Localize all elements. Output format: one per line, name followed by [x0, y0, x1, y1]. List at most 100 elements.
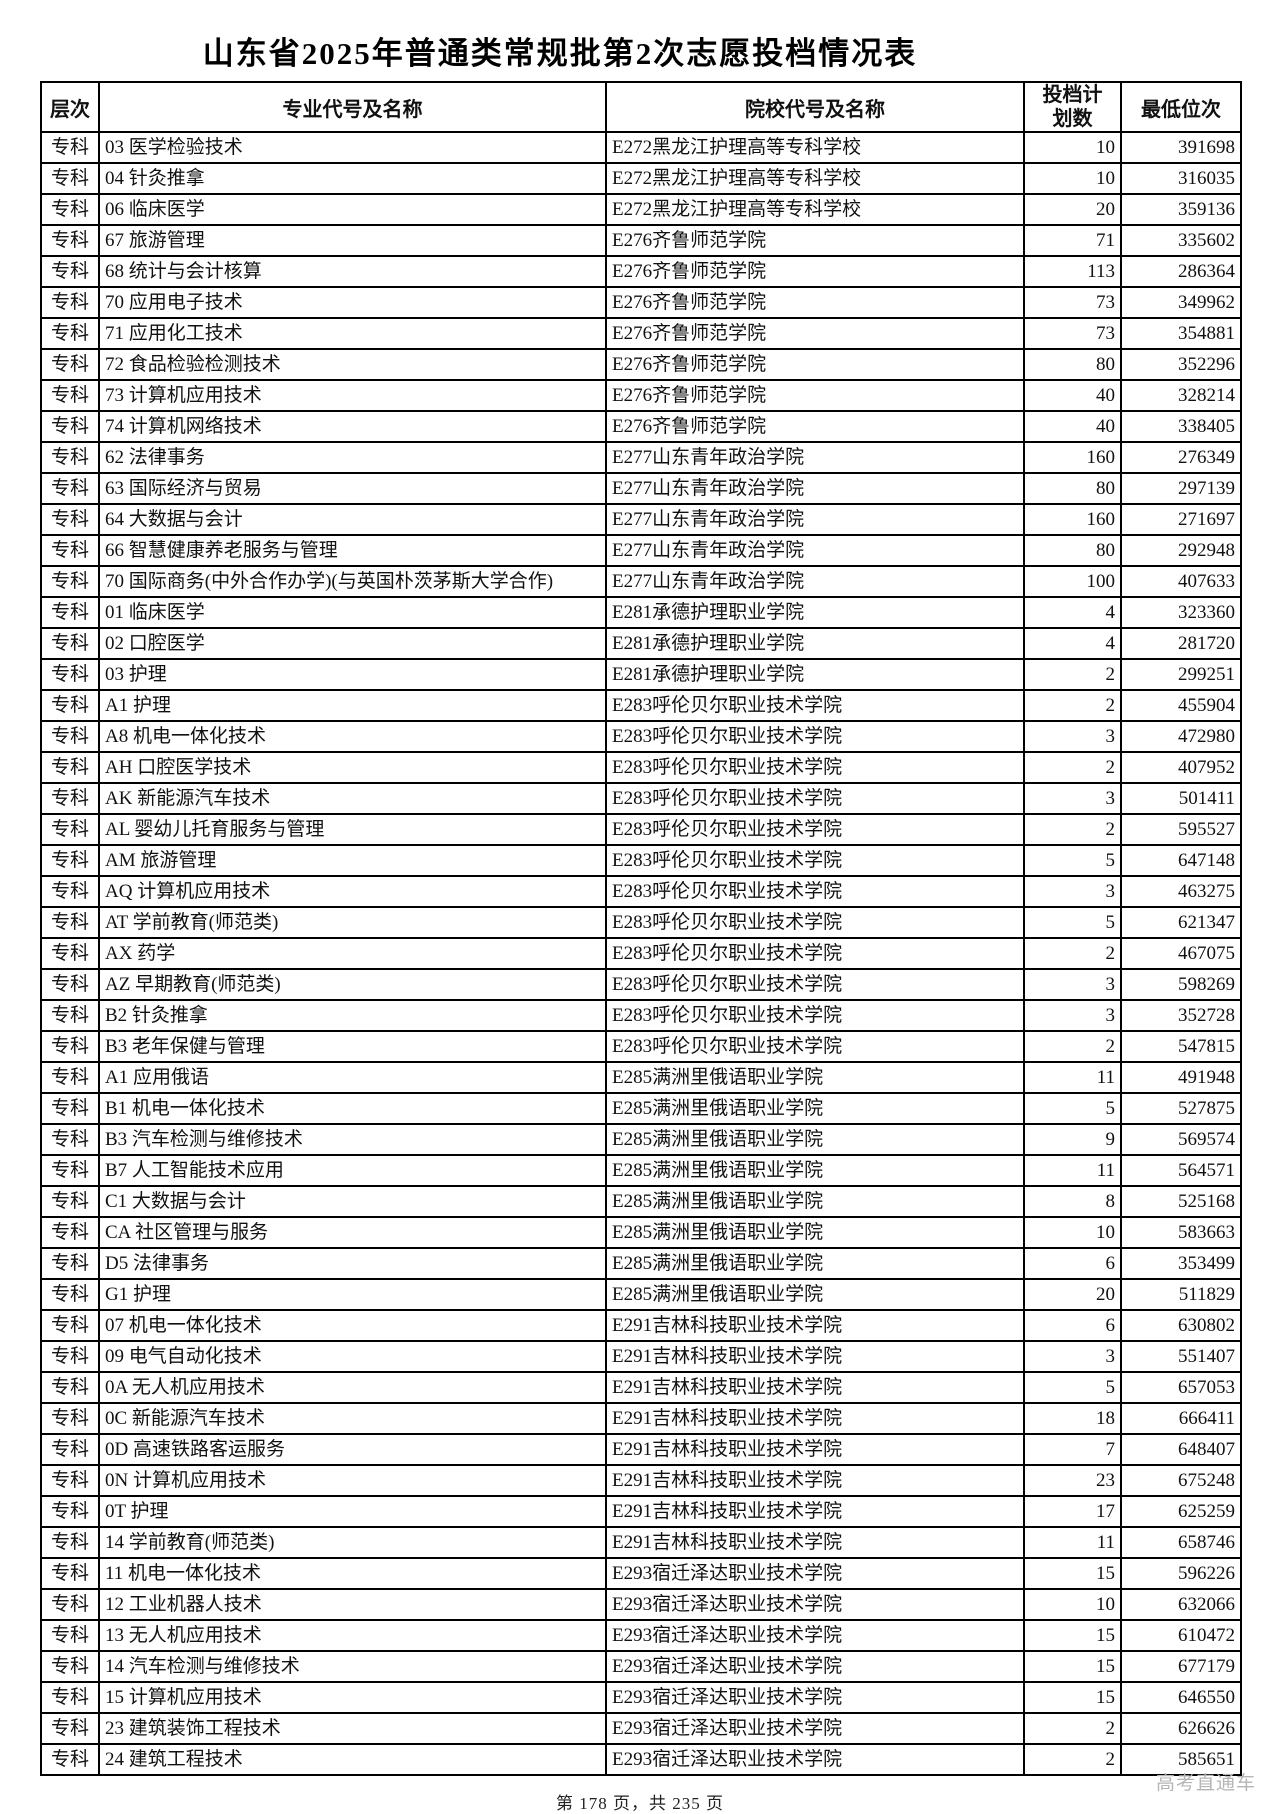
college-cell: E277山东青年政治学院	[605, 565, 1025, 598]
header-level: 层次	[40, 81, 100, 133]
plan-count-cell: 4	[1023, 596, 1122, 629]
table-row: 专科 0A 无人机应用技术 E291吉林科技职业技术学院 5 657053	[40, 1371, 1242, 1404]
plan-count-cell: 2	[1023, 813, 1122, 846]
plan-count-cell: 17	[1023, 1495, 1122, 1528]
min-rank-cell: 328214	[1120, 379, 1242, 412]
table-row: 专科 11 机电一体化技术 E293宿迁泽达职业技术学院 15 596226	[40, 1557, 1242, 1590]
page-number: 第 178 页，共 235 页	[556, 1794, 724, 1813]
major-cell: 24 建筑工程技术	[98, 1743, 607, 1776]
min-rank-cell: 316035	[1120, 162, 1242, 195]
table-row: 专科 CA 社区管理与服务 E285满洲里俄语职业学院 10 583663	[40, 1216, 1242, 1249]
table-row: 专科 A1 护理 E283呼伦贝尔职业技术学院 2 455904	[40, 689, 1242, 722]
level-cell: 专科	[40, 1061, 100, 1094]
min-rank-cell: 359136	[1120, 193, 1242, 226]
table-row: 专科 AM 旅游管理 E283呼伦贝尔职业技术学院 5 647148	[40, 844, 1242, 877]
level-cell: 专科	[40, 224, 100, 257]
major-cell: 03 医学检验技术	[98, 131, 607, 164]
table-row: 专科 AZ 早期教育(师范类) E283呼伦贝尔职业技术学院 3 598269	[40, 968, 1242, 1001]
major-cell: A8 机电一体化技术	[98, 720, 607, 753]
table-row: 专科 73 计算机应用技术 E276齐鲁师范学院 40 328214	[40, 379, 1242, 412]
min-rank-cell: 632066	[1120, 1588, 1242, 1621]
table-row: 专科 AT 学前教育(师范类) E283呼伦贝尔职业技术学院 5 621347	[40, 906, 1242, 939]
level-cell: 专科	[40, 596, 100, 629]
table-row: 专科 G1 护理 E285满洲里俄语职业学院 20 511829	[40, 1278, 1242, 1311]
college-cell: E283呼伦贝尔职业技术学院	[605, 968, 1025, 1001]
college-cell: E277山东青年政治学院	[605, 472, 1025, 505]
min-rank-cell: 281720	[1120, 627, 1242, 660]
level-cell: 专科	[40, 410, 100, 443]
table-row: 专科 AX 药学 E283呼伦贝尔职业技术学院 2 467075	[40, 937, 1242, 970]
plan-count-cell: 80	[1023, 348, 1122, 381]
major-cell: 0T 护理	[98, 1495, 607, 1528]
min-rank-cell: 583663	[1120, 1216, 1242, 1249]
level-cell: 专科	[40, 1650, 100, 1683]
major-cell: AL 婴幼儿托育服务与管理	[98, 813, 607, 846]
level-cell: 专科	[40, 1526, 100, 1559]
major-cell: 0N 计算机应用技术	[98, 1464, 607, 1497]
min-rank-cell: 349962	[1120, 286, 1242, 319]
level-cell: 专科	[40, 751, 100, 784]
table-row: 专科 0T 护理 E291吉林科技职业技术学院 17 625259	[40, 1495, 1242, 1528]
college-cell: E293宿迁泽达职业技术学院	[605, 1650, 1025, 1683]
min-rank-cell: 525168	[1120, 1185, 1242, 1218]
college-cell: E276齐鲁师范学院	[605, 286, 1025, 319]
table-row: 专科 D5 法律事务 E285满洲里俄语职业学院 6 353499	[40, 1247, 1242, 1280]
major-cell: B3 汽车检测与维修技术	[98, 1123, 607, 1156]
min-rank-cell: 292948	[1120, 534, 1242, 567]
major-cell: AH 口腔医学技术	[98, 751, 607, 784]
table-row: 专科 14 学前教育(师范类) E291吉林科技职业技术学院 11 658746	[40, 1526, 1242, 1559]
level-cell: 专科	[40, 627, 100, 660]
plan-count-cell: 11	[1023, 1061, 1122, 1094]
header-plan-count-label: 投档计划数	[1042, 84, 1103, 130]
college-cell: E293宿迁泽达职业技术学院	[605, 1681, 1025, 1714]
min-rank-cell: 666411	[1120, 1402, 1242, 1435]
min-rank-cell: 407633	[1120, 565, 1242, 598]
table-row: 专科 03 医学检验技术 E272黑龙江护理高等专科学校 10 391698	[40, 131, 1242, 164]
min-rank-cell: 276349	[1120, 441, 1242, 474]
min-rank-cell: 646550	[1120, 1681, 1242, 1714]
min-rank-cell: 472980	[1120, 720, 1242, 753]
major-cell: 0D 高速铁路客运服务	[98, 1433, 607, 1466]
table-row: 专科 09 电气自动化技术 E291吉林科技职业技术学院 3 551407	[40, 1340, 1242, 1373]
plan-count-cell: 18	[1023, 1402, 1122, 1435]
min-rank-cell: 675248	[1120, 1464, 1242, 1497]
plan-count-cell: 6	[1023, 1247, 1122, 1280]
college-cell: E283呼伦贝尔职业技术学院	[605, 782, 1025, 815]
level-cell: 专科	[40, 1402, 100, 1435]
level-cell: 专科	[40, 875, 100, 908]
level-cell: 专科	[40, 1588, 100, 1621]
level-cell: 专科	[40, 782, 100, 815]
level-cell: 专科	[40, 1030, 100, 1063]
table-row: 专科 0N 计算机应用技术 E291吉林科技职业技术学院 23 675248	[40, 1464, 1242, 1497]
level-cell: 专科	[40, 1464, 100, 1497]
plan-count-cell: 9	[1023, 1123, 1122, 1156]
level-cell: 专科	[40, 1185, 100, 1218]
college-cell: E285满洲里俄语职业学院	[605, 1247, 1025, 1280]
plan-count-cell: 3	[1023, 720, 1122, 753]
level-cell: 专科	[40, 379, 100, 412]
college-cell: E293宿迁泽达职业技术学院	[605, 1619, 1025, 1652]
min-rank-cell: 621347	[1120, 906, 1242, 939]
college-cell: E285满洲里俄语职业学院	[605, 1278, 1025, 1311]
table-row: 专科 67 旅游管理 E276齐鲁师范学院 71 335602	[40, 224, 1242, 257]
college-cell: E276齐鲁师范学院	[605, 348, 1025, 381]
major-cell: 68 统计与会计核算	[98, 255, 607, 288]
major-cell: B2 针灸推拿	[98, 999, 607, 1032]
college-cell: E276齐鲁师范学院	[605, 255, 1025, 288]
major-cell: A1 护理	[98, 689, 607, 722]
header-major: 专业代号及名称	[98, 81, 607, 133]
table-row: 专科 04 针灸推拿 E272黑龙江护理高等专科学校 10 316035	[40, 162, 1242, 195]
min-rank-cell: 527875	[1120, 1092, 1242, 1125]
plan-count-cell: 73	[1023, 286, 1122, 319]
college-cell: E291吉林科技职业技术学院	[605, 1309, 1025, 1342]
min-rank-cell: 299251	[1120, 658, 1242, 691]
level-cell: 专科	[40, 193, 100, 226]
college-cell: E293宿迁泽达职业技术学院	[605, 1743, 1025, 1776]
watermark: 高考直通车	[1155, 1773, 1256, 1794]
table-row: 专科 AQ 计算机应用技术 E283呼伦贝尔职业技术学院 3 463275	[40, 875, 1242, 908]
plan-count-cell: 15	[1023, 1557, 1122, 1590]
major-cell: 73 计算机应用技术	[98, 379, 607, 412]
table-row: 专科 64 大数据与会计 E277山东青年政治学院 160 271697	[40, 503, 1242, 536]
plan-count-cell: 10	[1023, 1216, 1122, 1249]
college-cell: E283呼伦贝尔职业技术学院	[605, 937, 1025, 970]
